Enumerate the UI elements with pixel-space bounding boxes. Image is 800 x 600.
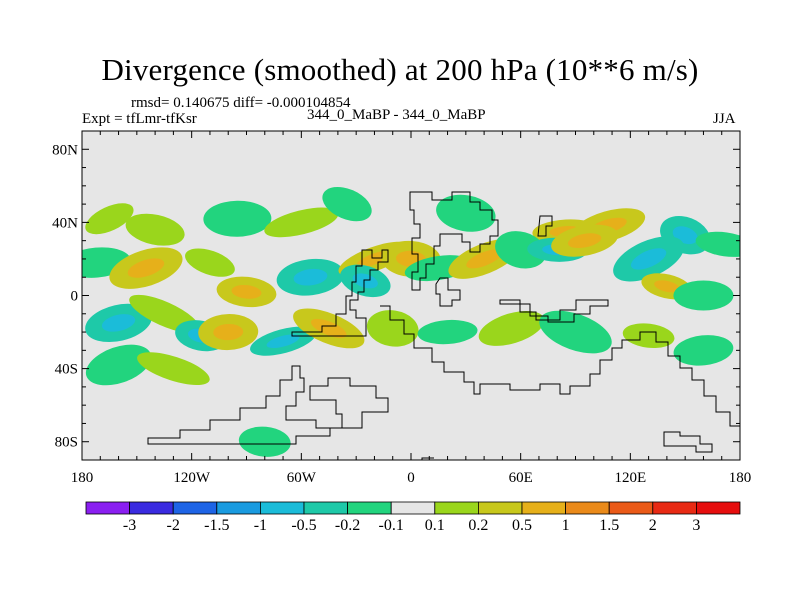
coastline-africa <box>380 305 740 427</box>
field-blob <box>125 213 185 246</box>
colorbar-swatch <box>521 501 566 515</box>
colorbar <box>85 501 741 515</box>
colorbar-level-label: -0.5 <box>291 517 317 534</box>
coastline-north-america <box>291 249 389 337</box>
colorbar-swatch <box>129 501 174 515</box>
field-blob <box>366 310 419 347</box>
center-label: 344_0_MaBP - 344_0_MaBP <box>307 107 486 123</box>
coastline-antarctica <box>147 365 389 445</box>
field-blob <box>185 248 235 277</box>
season-label: JJA <box>713 111 736 127</box>
field-blob-core <box>567 233 602 249</box>
colorbar-swatch <box>347 501 392 515</box>
x-tick-label: 0 <box>407 470 415 486</box>
x-tick-label: 180 <box>729 470 752 486</box>
colorbar-swatch <box>390 501 436 515</box>
field-blob-core <box>266 334 300 349</box>
plot-background <box>82 131 740 460</box>
colorbar-swatch <box>434 501 479 515</box>
field-blob-core <box>293 268 328 286</box>
field-blob <box>264 207 339 238</box>
colorbar-swatch <box>303 501 348 515</box>
stats-label: rmsd= 0.140675 diff= -0.000104854 <box>131 95 351 111</box>
field-blob-core <box>127 258 165 278</box>
y-tick-label: 40N <box>52 215 78 231</box>
y-tick-label: 0 <box>71 289 79 305</box>
colorbar-level-label: 0.1 <box>424 517 445 534</box>
field-blob <box>695 231 740 257</box>
field-blob <box>85 344 152 386</box>
field-blob-core <box>310 318 347 338</box>
x-tick-label: 120W <box>173 470 211 486</box>
colorbar-swatch <box>85 501 130 515</box>
field-blob-core <box>213 323 244 341</box>
colorbar-level-label: 0.5 <box>512 517 532 534</box>
colorbar-level-label: 1.5 <box>599 517 620 534</box>
colorbar-level-label: 2 <box>648 517 657 534</box>
colorbar-level-label: -0.2 <box>334 517 361 534</box>
coastline-east-asia-small <box>537 215 553 237</box>
x-tick-label: 60E <box>509 470 533 486</box>
colorbar-level-label: 0.2 <box>468 517 489 534</box>
field-blob-core <box>101 314 136 332</box>
colorbar-level-label: -2 <box>166 517 180 534</box>
field-blob <box>495 231 547 269</box>
colorbar-swatch <box>608 501 654 515</box>
colorbar-swatch <box>172 501 218 515</box>
field-blob <box>673 280 734 311</box>
colorbar-swatch <box>259 501 305 515</box>
coastline-asia-east <box>499 299 609 323</box>
field-blob-core <box>352 273 378 289</box>
field-blob-core <box>231 284 262 299</box>
colorbar-level-label: -1 <box>253 517 268 534</box>
y-tick-label: 80S <box>55 435 78 451</box>
colorbar-swatch <box>216 501 261 515</box>
field-layer <box>82 186 740 457</box>
coastline-europe-asia <box>409 191 499 291</box>
field-blob <box>539 310 612 354</box>
coastline-greenland <box>421 457 434 460</box>
colorbar-level-label: 1 <box>561 517 570 534</box>
colorbar-level-label: 3 <box>692 517 701 534</box>
y-tick-label: 80N <box>52 142 78 158</box>
field-blob <box>137 352 210 385</box>
field-blob <box>436 194 496 232</box>
axis-layer: 180 120W 60W 0 60E 120E 180 80N 40N 0 40S 80S <box>52 131 751 486</box>
coastline-arabia <box>435 277 461 307</box>
colorbar-swatch <box>565 501 610 515</box>
field-blob <box>238 426 291 457</box>
colorbar-level-label: -0.1 <box>378 517 404 534</box>
field-blob <box>203 200 272 237</box>
field-blob <box>85 203 134 235</box>
field-blob-core <box>466 249 502 269</box>
field-blob-core <box>654 280 680 293</box>
colorbar-swatch <box>696 501 741 515</box>
x-tick-label: 60W <box>287 470 317 486</box>
colorbar-level-label: -3 <box>122 517 137 534</box>
x-tick-label: 180 <box>71 470 94 486</box>
field-blob <box>417 319 478 345</box>
coastline-australia <box>663 431 713 453</box>
expt-label: Expt = tfLmr-tfKsr <box>82 111 197 127</box>
field-blob-core <box>630 248 667 270</box>
continent-outlines <box>147 191 740 460</box>
chart-title: Divergence (smoothed) at 200 hPa (10**6 … <box>101 52 699 87</box>
y-tick-label: 40S <box>55 362 78 378</box>
field-blob <box>322 186 372 222</box>
field-blob <box>673 335 734 366</box>
colorbar-swatch <box>652 501 697 515</box>
field-blob <box>478 310 545 346</box>
colorbar-level-label: -1.5 <box>204 517 230 534</box>
colorbar-swatch <box>477 501 523 515</box>
x-tick-label: 120E <box>614 470 646 486</box>
